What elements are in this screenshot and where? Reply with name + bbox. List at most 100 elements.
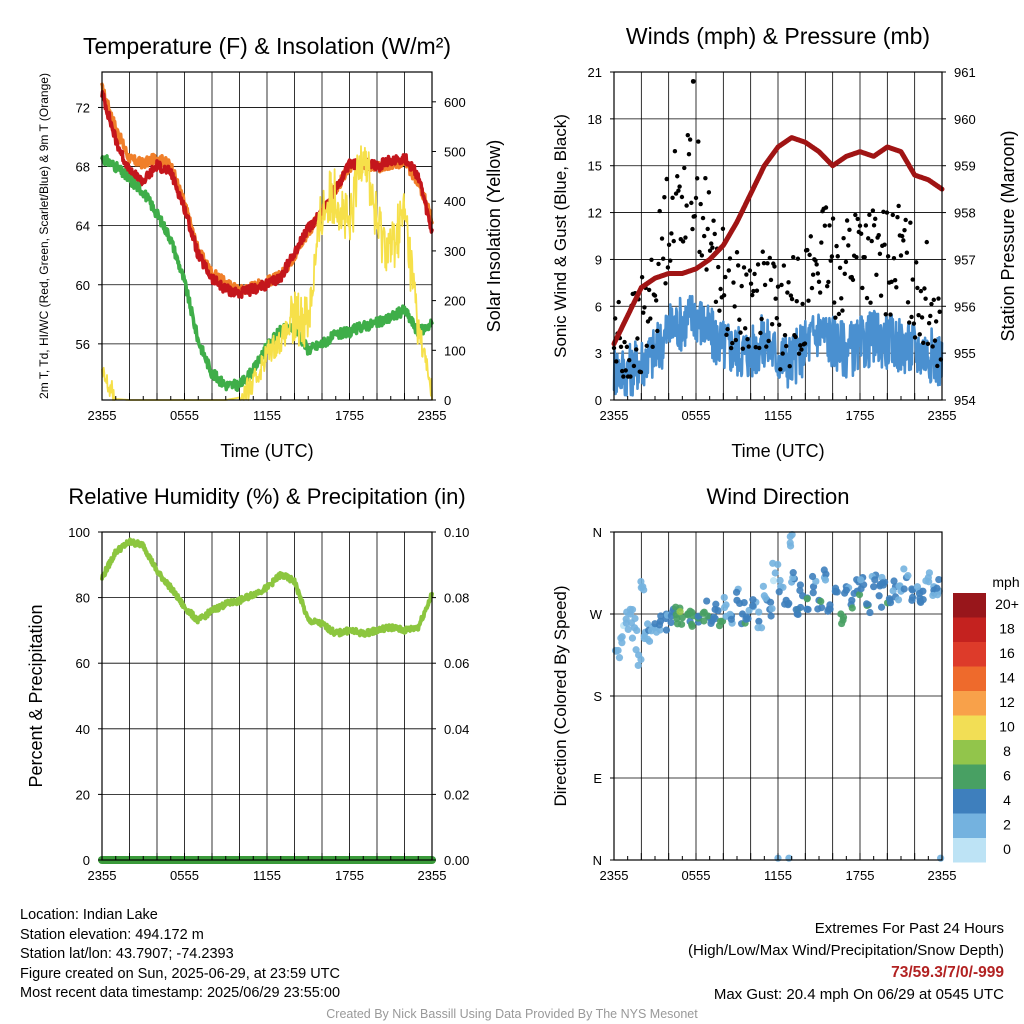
humidity-title: Relative Humidity (%) & Precipitation (i…: [68, 484, 465, 509]
wind-direction-point: [889, 587, 897, 595]
wind-direction-point: [688, 608, 696, 616]
gust-point: [921, 340, 926, 345]
wind-direction-point: [933, 591, 942, 599]
gust-point: [881, 209, 886, 214]
wind-direction-point: [742, 613, 751, 621]
gust-point: [901, 238, 906, 243]
gust-point: [795, 256, 801, 261]
gust-point: [907, 320, 912, 325]
legend-label: 6: [1003, 768, 1011, 784]
gust-point: [642, 305, 647, 310]
y-tick-label: 60: [76, 278, 90, 293]
legend-swatch: [953, 666, 986, 691]
gust-point: [789, 296, 795, 302]
wind-direction-point: [937, 854, 945, 862]
y2-tick-label: 100: [444, 343, 466, 358]
gust-point: [829, 254, 835, 259]
gust-point: [895, 215, 900, 220]
legend-swatch: [953, 813, 986, 838]
gust-point: [635, 336, 640, 341]
insolation-ylabel: Solar Insolation (Yellow): [484, 140, 504, 332]
wind-direction-point: [935, 575, 943, 584]
gust-point: [892, 277, 898, 283]
wind-direction-point: [796, 586, 804, 595]
wind-direction-point: [781, 600, 789, 608]
temperature-title: Temperature (F) & Insolation (W/m²): [83, 33, 451, 59]
gust-point: [869, 238, 874, 244]
x-tick-label: 2355: [928, 408, 957, 423]
wind-direction-point: [644, 635, 652, 643]
wind-direction-point: [624, 625, 632, 633]
gust-point: [747, 268, 753, 273]
gust-point: [836, 311, 842, 317]
gust-point: [908, 220, 913, 225]
legend-swatch: [953, 838, 986, 863]
gust-point: [888, 312, 893, 317]
gust-point: [620, 368, 625, 374]
y2-tick-label: 600: [444, 95, 466, 110]
wind-direction-point: [855, 590, 864, 599]
gust-point: [760, 249, 765, 254]
wind-direction-point: [628, 634, 637, 642]
gust-point: [755, 262, 761, 267]
wind-direction-point: [710, 613, 718, 621]
gust-point: [661, 256, 666, 261]
gust-point: [725, 326, 730, 332]
wind-direction-point: [633, 626, 641, 635]
gust-point: [741, 265, 747, 270]
gust-point: [815, 271, 821, 276]
wind-direction-point: [626, 605, 634, 613]
wind-direction-point: [796, 603, 805, 612]
gust-point: [889, 279, 894, 284]
x-tick-label: 2355: [600, 408, 629, 423]
gust-point: [750, 292, 755, 298]
y2-tick-label: 0.04: [444, 722, 469, 737]
gust-point: [659, 236, 665, 241]
gust-point: [894, 285, 899, 290]
legend-swatch: [953, 764, 986, 789]
gust-point: [903, 217, 908, 223]
gust-point: [874, 272, 879, 277]
gust-point: [780, 351, 785, 356]
x-tick-label: 0555: [682, 408, 711, 423]
wind-direction-point: [796, 581, 804, 589]
x-tick-label: 1155: [764, 868, 792, 883]
gust-point: [761, 260, 767, 266]
gust-point: [666, 242, 672, 247]
y-tick-label: 80: [76, 591, 90, 606]
gust-point: [675, 174, 680, 179]
y-tick-label: 18: [588, 112, 602, 127]
gust-point: [694, 176, 700, 181]
wind-direction-point: [877, 603, 886, 611]
y-tick-label: 6: [595, 299, 602, 314]
gust-point: [728, 345, 734, 351]
gust-point: [745, 337, 750, 342]
wind-direction-point: [759, 582, 767, 590]
gust-point: [814, 262, 819, 267]
gust-point: [665, 265, 671, 270]
gust-point: [758, 330, 763, 336]
y-tick-label: 0: [595, 393, 602, 408]
wind-direction-ylabel: Direction (Colored By Speed): [551, 585, 570, 806]
wind-direction-point: [714, 606, 722, 615]
gust-point: [748, 281, 754, 286]
y2-tick-label: 300: [444, 244, 466, 259]
gust-point: [699, 253, 705, 258]
gust-point: [883, 312, 888, 317]
gust-point: [692, 213, 698, 219]
temperature-panel: Temperature (F) & Insolation (W/m²) 2355…: [37, 33, 504, 461]
gust-point: [712, 231, 717, 237]
x-tick-label: 1755: [846, 868, 875, 883]
gust-point: [917, 332, 922, 337]
gust-point: [866, 236, 871, 241]
gust-point: [794, 298, 799, 304]
gust-point: [858, 231, 864, 236]
gust-point: [751, 288, 756, 294]
gust-point: [788, 293, 794, 298]
gust-point: [720, 226, 726, 231]
gust-point: [684, 203, 689, 208]
sonic-wind-line: [612, 294, 944, 397]
2m-t-line: [100, 90, 434, 299]
wind-direction-point: [894, 596, 903, 604]
gust-point: [772, 264, 777, 269]
